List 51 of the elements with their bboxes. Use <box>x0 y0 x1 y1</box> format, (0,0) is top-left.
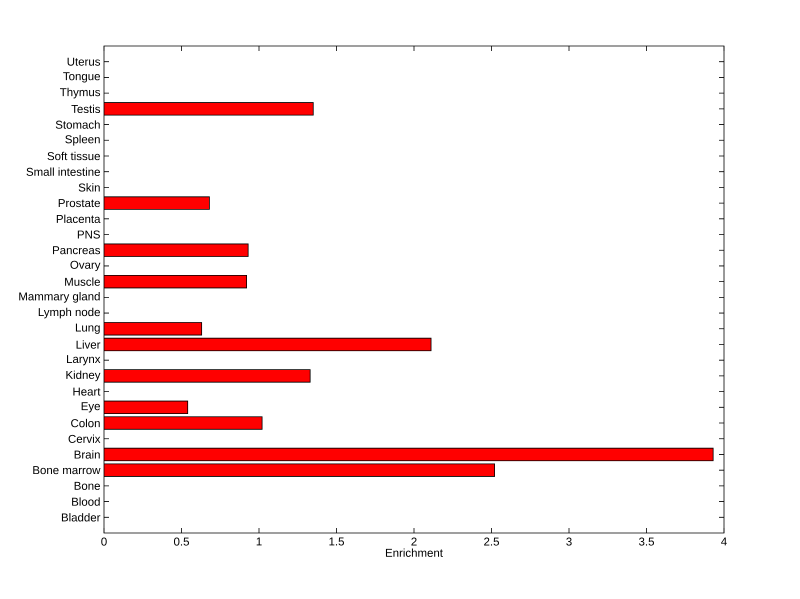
x-tick-label: 4 <box>721 538 727 546</box>
y-tick-label: Larynx <box>67 355 100 366</box>
y-tick-label: Small intestine <box>26 167 100 176</box>
bar <box>104 196 210 210</box>
bar <box>104 448 714 462</box>
y-tick-label: Heart <box>73 388 100 396</box>
y-tick-label: PNS <box>78 230 100 239</box>
y-tick-label: Cervix <box>68 434 100 443</box>
bar <box>104 244 249 257</box>
y-tick-label: Pancreas <box>53 246 100 254</box>
x-tick-label: 3.5 <box>638 538 654 546</box>
y-tick-label: Placenta <box>56 214 100 224</box>
y-tick-label: Colon <box>71 418 100 428</box>
y-tick-label: Kidney <box>66 370 100 382</box>
y-tick-label: Mammary gland <box>19 292 100 303</box>
y-tick-label: Bone <box>74 482 100 490</box>
x-tick-label: 0 <box>101 538 107 546</box>
y-tick-label: Skin <box>78 183 100 192</box>
y-tick-label: Thymus <box>60 88 100 98</box>
x-axis-title: Enrichment <box>386 548 443 557</box>
y-tick-label: Blood <box>72 497 100 506</box>
x-tick-label: 1 <box>256 538 262 546</box>
bar <box>104 369 311 383</box>
x-tick-label: 1.5 <box>329 538 344 546</box>
bar <box>104 416 262 430</box>
y-tick-label: Spleen <box>65 134 100 146</box>
y-tick-label: Tongue <box>63 72 100 83</box>
y-tick-label: Prostate <box>58 199 100 208</box>
x-tick-label: 2.5 <box>484 538 499 546</box>
bar <box>104 274 247 288</box>
x-tick-label: 3 <box>566 538 572 546</box>
y-tick-label: Lymph node <box>38 308 100 318</box>
bar <box>104 102 314 116</box>
y-tick-label: Lung <box>76 324 100 334</box>
y-tick-label: Muscle <box>65 277 100 286</box>
x-tick-label: 0.5 <box>174 538 189 546</box>
y-tick-label: Liver <box>76 340 100 349</box>
bar <box>104 400 188 414</box>
bar <box>104 322 202 336</box>
bar <box>104 338 432 352</box>
bar <box>104 463 495 477</box>
y-tick-label: Testis <box>71 104 100 114</box>
y-tick-label: Brain <box>74 450 100 459</box>
y-tick-label: Eye <box>82 402 100 412</box>
y-tick-label: Bladder <box>62 513 100 522</box>
y-tick-label: Uterus <box>68 58 100 66</box>
y-tick-label: Soft tissue <box>48 152 100 160</box>
x-tick-label: 2 <box>411 538 417 546</box>
y-tick-label: Ovary <box>70 260 100 272</box>
y-tick-label: Bone marrow <box>33 466 100 474</box>
y-tick-label: Stomach <box>56 120 100 129</box>
